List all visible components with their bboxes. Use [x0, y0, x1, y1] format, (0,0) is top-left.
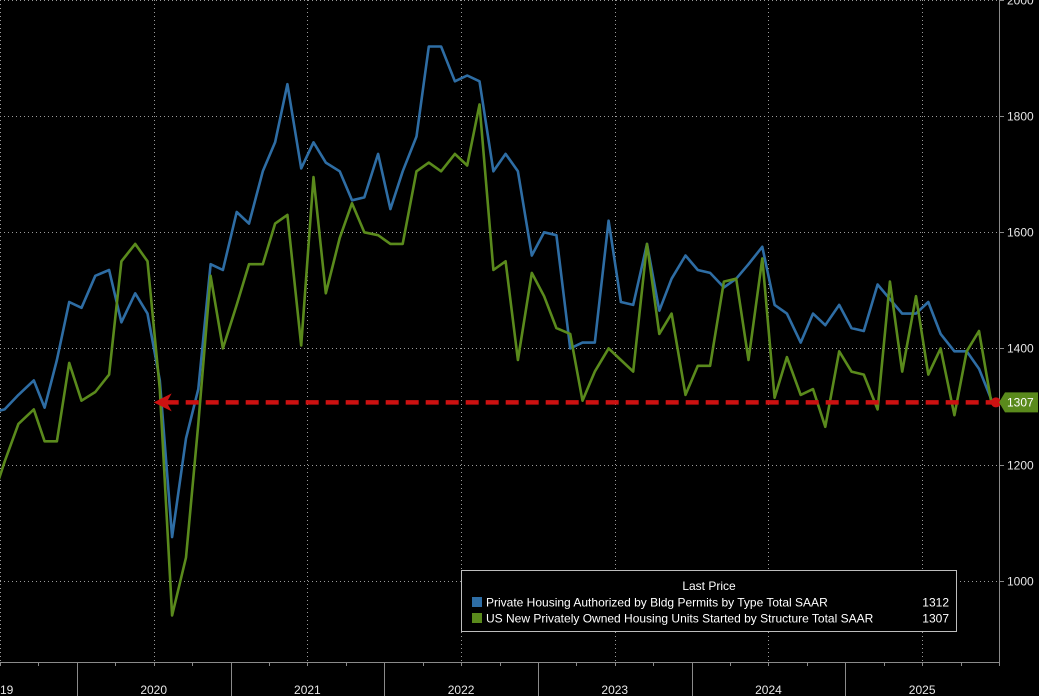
legend-last-starts: 1307	[922, 612, 949, 626]
x-tick-label-2020: 2020	[140, 683, 167, 696]
y-tick-label-1000: 1000	[1007, 575, 1034, 589]
legend-swatch-starts	[472, 613, 482, 623]
legend-title: Last Price	[682, 579, 736, 593]
y-tick-label-1400: 1400	[1007, 342, 1034, 356]
series-layer	[0, 45, 993, 617]
x-tick-label-2025: 2025	[909, 683, 936, 696]
legend-swatch-permits	[472, 597, 482, 607]
y-tick-label-1200: 1200	[1007, 459, 1034, 473]
legend: Last Price Private Housing Authorized by…	[461, 570, 957, 632]
legend-last-permits: 1312	[922, 596, 949, 610]
year-dividers	[77, 662, 846, 696]
y-tick-label-1800: 1800	[1007, 110, 1034, 124]
legend-box	[461, 570, 957, 632]
last-value-badge: 1307	[999, 392, 1038, 413]
last-value-badge-shape	[999, 392, 1038, 413]
y-tick-label-2000: 2000	[1007, 0, 1034, 8]
x-tick-label-2019: 2019	[0, 683, 14, 696]
x-tick-label-2024: 2024	[755, 683, 782, 696]
last-value-badge-label: 1307	[1007, 395, 1034, 409]
reference-arrowhead	[153, 393, 172, 412]
reference-end-dot	[990, 397, 1001, 408]
y-tick-label-1600: 1600	[1007, 226, 1034, 240]
x-axis-ticks: 2019 2020 2021 2022 2023 2024 2025	[0, 662, 1000, 696]
x-tick-label-2021: 2021	[294, 683, 321, 696]
legend-entry-starts: US New Privately Owned Housing Units Sta…	[486, 612, 874, 626]
reference-layer	[153, 393, 1001, 412]
legend-entry-permits: Private Housing Authorized by Bldg Permi…	[486, 596, 828, 610]
x-tick-label-2023: 2023	[601, 683, 628, 696]
y-axis-ticks: 1000 1200 1400 1600 1800 2000	[999, 0, 1034, 589]
series-line-starts	[0, 103, 993, 617]
x-tick-label-2022: 2022	[448, 683, 475, 696]
